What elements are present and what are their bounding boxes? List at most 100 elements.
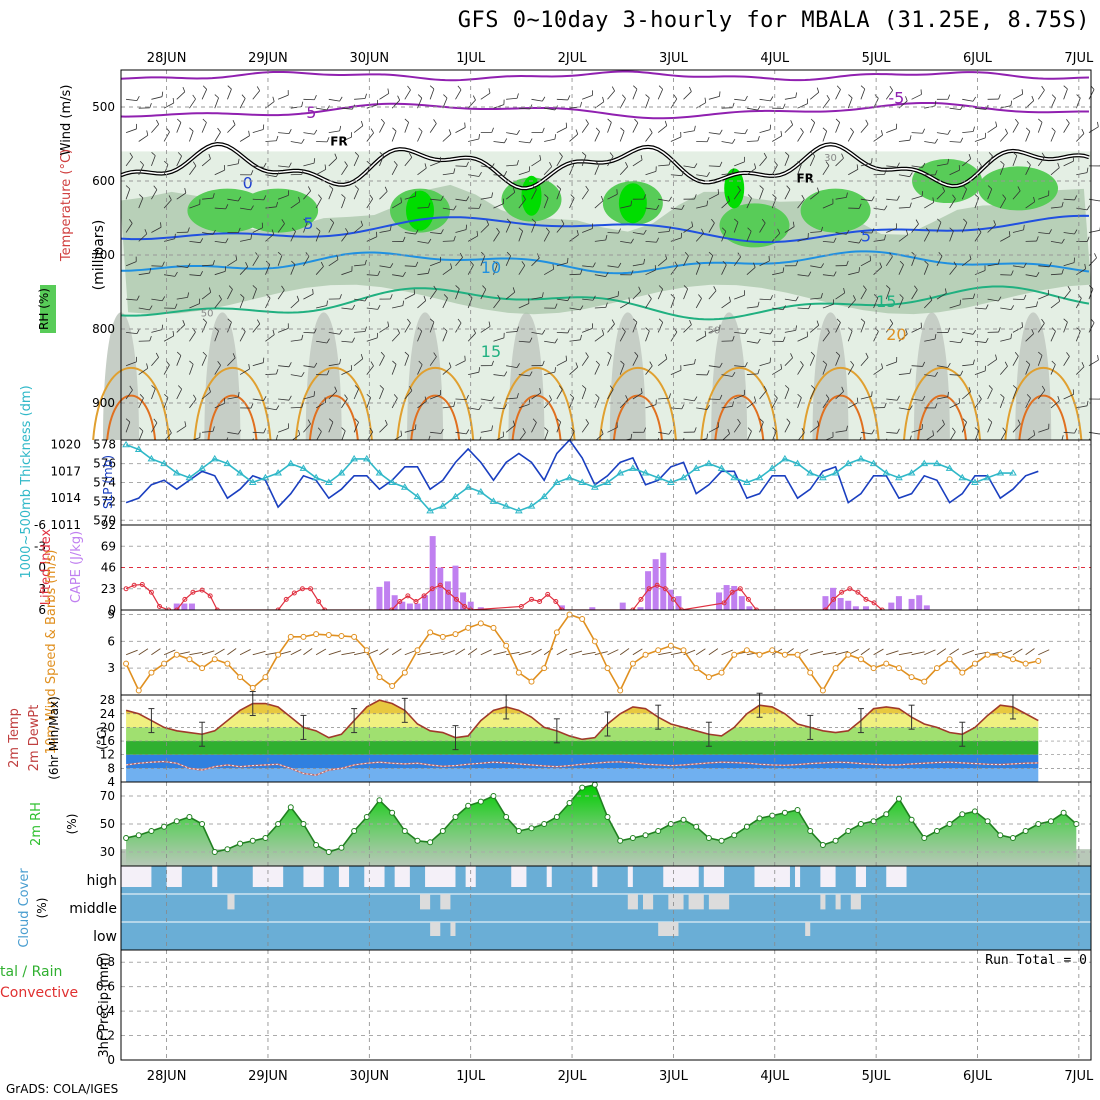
wind-barb-flag	[491, 163, 495, 168]
chart-title: GFS 0~10day 3-hourly for MBALA (31.25E, …	[457, 8, 1090, 33]
cloud-gap	[668, 894, 684, 910]
wind-barb-flag	[719, 362, 723, 368]
wind-barb	[835, 391, 844, 400]
cape-bar	[723, 585, 730, 610]
wind-barb	[936, 222, 942, 233]
rh-line-point	[857, 821, 864, 827]
temp-contour-25	[917, 394, 967, 441]
wind-barb	[696, 335, 706, 342]
wind-barb-flag	[450, 263, 453, 269]
wind-barb-flag	[833, 237, 837, 243]
cloud-gap	[708, 894, 730, 910]
wind-barb	[683, 226, 693, 233]
wind-barb	[252, 165, 264, 168]
wind-speed-line-point	[921, 678, 928, 685]
wind-barb	[227, 163, 239, 167]
wind-barb	[581, 189, 589, 200]
rh-line	[125, 783, 1077, 853]
wind-barb	[721, 264, 727, 275]
wind-barb	[658, 651, 672, 656]
wind-barb	[417, 131, 423, 142]
lifted-index-point	[199, 587, 205, 593]
wind-barb	[442, 267, 452, 276]
wind-barb-flag	[706, 200, 709, 206]
temp-ylabel-unit: (°C)	[95, 726, 109, 750]
wind-barb	[1076, 207, 1088, 211]
wind-barb	[442, 97, 448, 109]
precip-background	[121, 950, 1091, 1060]
wind-barb	[189, 240, 201, 244]
thickness-line-point	[641, 469, 650, 476]
wind-barb	[1038, 195, 1049, 200]
wind-barb-flag	[202, 318, 207, 323]
slp-ylabel-thickness: 1000~500mb Thickness (dm)	[19, 385, 34, 578]
wind-barb-flag	[567, 95, 571, 101]
wind-barb	[138, 233, 148, 242]
wind-speed-line-point	[566, 611, 573, 618]
precip-tick: 0	[107, 1053, 115, 1067]
wind-barb-flag	[344, 394, 348, 399]
wind-barb-flag	[585, 418, 589, 424]
wind-barb	[214, 402, 225, 409]
lifted-index-point	[421, 593, 427, 599]
wind-barb	[278, 398, 290, 401]
wind-barb-flag	[896, 162, 900, 168]
wind-barb	[227, 88, 232, 100]
wind-barb	[239, 649, 251, 656]
lifted-index-point	[871, 600, 877, 606]
wind-barb-flag	[922, 128, 926, 134]
wind-barb-flag	[628, 297, 631, 303]
wind-barb-flag	[668, 429, 672, 435]
wind-barb-flag	[879, 262, 883, 268]
wind-barb	[1000, 105, 1012, 109]
wind-barb-flag	[1002, 427, 1007, 432]
lifted-index-point	[646, 586, 652, 592]
wind-barb	[759, 362, 771, 367]
wind-barb-flag	[757, 369, 760, 375]
wind-barb-flag	[884, 402, 887, 408]
temp-band	[126, 741, 1039, 755]
wind-barb-flag	[491, 396, 495, 402]
wind-barb	[822, 203, 834, 209]
wind-barb-flag	[704, 330, 707, 336]
rh-line-point	[275, 821, 282, 827]
cape-tick: 92	[101, 518, 116, 532]
wind-barb-flag	[466, 196, 470, 201]
rh-line-point	[743, 823, 750, 830]
wind-barb-flag	[433, 119, 437, 124]
wind-barb	[1063, 88, 1068, 100]
wind-barb	[480, 255, 486, 266]
wind-barb-flag	[1097, 355, 1099, 361]
wind-barb-flag	[354, 185, 359, 190]
wind-barb	[303, 365, 315, 368]
wind-barb-flag	[1061, 435, 1064, 441]
wind-barb	[657, 288, 663, 300]
wind-barb	[227, 357, 236, 366]
wind-barb-flag	[478, 171, 482, 177]
wind-barb-flag	[836, 318, 841, 323]
lifted-index-point	[745, 596, 751, 602]
wind-barb-flag	[797, 393, 802, 398]
thickness-line-point	[134, 445, 143, 452]
wind-barb-flag	[448, 362, 452, 368]
wind-barb	[316, 340, 328, 344]
wind-barb-flag	[810, 351, 815, 356]
wind-barb	[1012, 355, 1019, 366]
wind-barb-flag	[784, 385, 790, 390]
wind-barb	[657, 258, 667, 267]
wind-barb	[1063, 198, 1075, 201]
wind-barb	[391, 364, 397, 375]
wind-barb	[214, 330, 219, 342]
wind-barb	[607, 193, 618, 200]
wind-barb-flag	[998, 296, 1002, 302]
wind-speed-line-point	[376, 674, 383, 681]
wind-barb	[696, 174, 708, 177]
wind-barb-flag	[402, 300, 405, 306]
wind-speed-line-point	[186, 656, 193, 663]
wind-barb-flag	[415, 229, 419, 235]
right-tick-slp: 1017	[50, 464, 81, 478]
wind-barb-flag	[609, 385, 614, 390]
wind-barb-flag	[250, 403, 254, 409]
cloud-gap	[420, 894, 431, 910]
wind-barb	[442, 330, 448, 342]
